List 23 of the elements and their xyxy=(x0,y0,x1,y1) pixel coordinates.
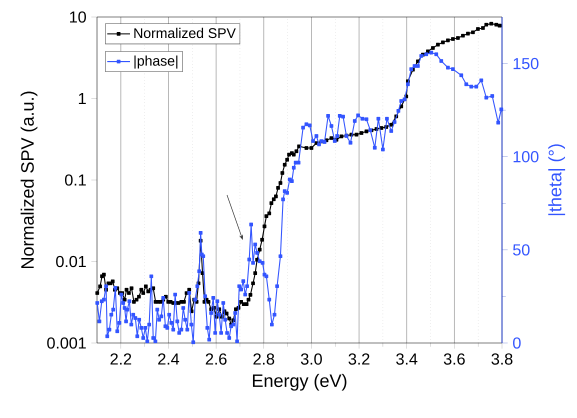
x-axis-title: Energy (eV) xyxy=(252,374,346,391)
y-tick-label: 1 xyxy=(78,93,86,104)
x-tick-label: 3.2 xyxy=(348,353,370,365)
x-tick-label: 2.8 xyxy=(253,353,274,365)
x-tick-label: 2.2 xyxy=(110,353,132,365)
x-tick-label: 3.4 xyxy=(396,353,418,365)
y2-tick-label: 100 xyxy=(514,151,538,162)
y-tick-label: 10 xyxy=(70,11,86,23)
y2-tick-label: 50 xyxy=(513,244,530,256)
y2-tick-label: 0 xyxy=(513,337,521,349)
x-tick-label: 2.6 xyxy=(206,353,227,365)
y-tick-label: 0.01 xyxy=(56,256,86,268)
y-tick-label: 0.001 xyxy=(47,337,86,349)
legend-label: |phase| xyxy=(134,55,178,69)
x-tick-label: 3.8 xyxy=(491,353,512,365)
y2-tick-label: 150 xyxy=(514,58,538,70)
legend-label: Normalized SPV xyxy=(134,28,236,38)
y2-axis-title: |theta| (°) xyxy=(548,144,566,216)
x-tick-label: 3.6 xyxy=(444,353,465,365)
x-tick-label: 2.4 xyxy=(158,353,180,365)
y-tick-label: 0.1 xyxy=(64,174,86,186)
x-tick-label: 3.0 xyxy=(300,353,322,365)
y-axis-title: Normalized SPV (a.u.) xyxy=(20,92,38,268)
